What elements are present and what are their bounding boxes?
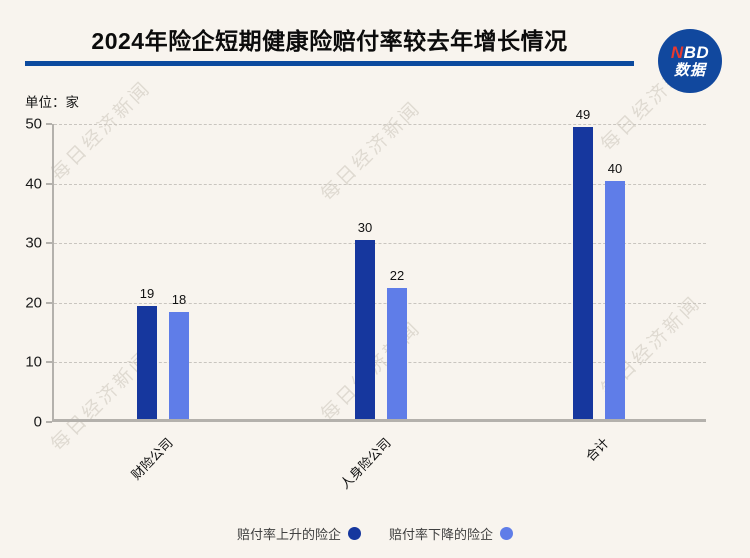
x-axis-category-label: 财险公司	[128, 435, 176, 483]
bar-value-label: 18	[171, 291, 187, 307]
y-axis-tick-label: 0	[33, 413, 42, 431]
gridline-y-50	[54, 124, 706, 125]
bar-合计-series1	[573, 126, 593, 419]
bar-chart-plot-area: 0 10 20 30 40 50 19 18 财险公司 30 22 人身险公司 49 40 合计	[25, 107, 706, 492]
chart-legend: 赔付率上升的险企 赔付率下降的险企	[0, 524, 750, 543]
bar-value-label: 19	[139, 285, 155, 301]
y-axis-tick-label: 40	[25, 175, 42, 193]
legend-marker-circle	[348, 527, 361, 540]
title-divider-line	[25, 61, 634, 66]
legend-label: 赔付率下降的险企	[389, 527, 494, 542]
gridline-y-10	[54, 362, 706, 364]
bar-value-label: 22	[389, 267, 405, 283]
legend-item: 赔付率上升的险企	[237, 524, 361, 543]
bar-合计-series2	[605, 180, 625, 419]
bar-value-label: 30	[357, 220, 373, 236]
y-axis-tick-mark	[46, 361, 52, 364]
bar-value-label: 49	[575, 106, 591, 122]
gridline-y-20	[54, 302, 706, 304]
y-axis-tick-label: 20	[25, 294, 42, 312]
chart-title: 2024年险企短期健康险赔付率较去年增长情况	[91, 28, 568, 54]
gridline-y-30	[54, 243, 706, 245]
bar-value-label: 40	[607, 160, 623, 176]
logo-text-nbd: NBD	[671, 43, 709, 63]
bar-人身险公司-series2	[387, 287, 407, 419]
y-axis-tick-mark	[46, 301, 52, 304]
y-axis-tick-mark	[46, 421, 52, 423]
y-axis-tick-label: 10	[25, 353, 42, 371]
bar-财险公司-series1	[137, 305, 157, 419]
logo-letter-n: N	[670, 42, 684, 62]
logo-letters-bd: BD	[683, 42, 710, 62]
y-axis-tick-label: 30	[25, 234, 42, 252]
logo-text-shuju: 数据	[673, 62, 706, 80]
y-axis-tick-mark	[46, 182, 52, 185]
unit-label: 单位：家	[25, 95, 79, 110]
y-axis-tick-label: 50	[25, 115, 42, 133]
legend-label: 赔付率上升的险企	[236, 527, 341, 542]
x-axis-category-label: 合计	[582, 435, 612, 465]
bar-财险公司-series2	[169, 311, 189, 419]
x-axis-category-label: 人身险公司	[337, 435, 394, 492]
gridline-y-40	[54, 183, 706, 185]
nbd-data-logo: NBD 数据	[658, 29, 722, 93]
bar-人身险公司-series1	[355, 240, 375, 419]
y-axis-tick-mark	[46, 242, 52, 245]
legend-marker-circle	[500, 527, 514, 540]
legend-item: 赔付率下降的险企	[389, 524, 514, 543]
y-axis-tick-mark	[46, 123, 52, 125]
